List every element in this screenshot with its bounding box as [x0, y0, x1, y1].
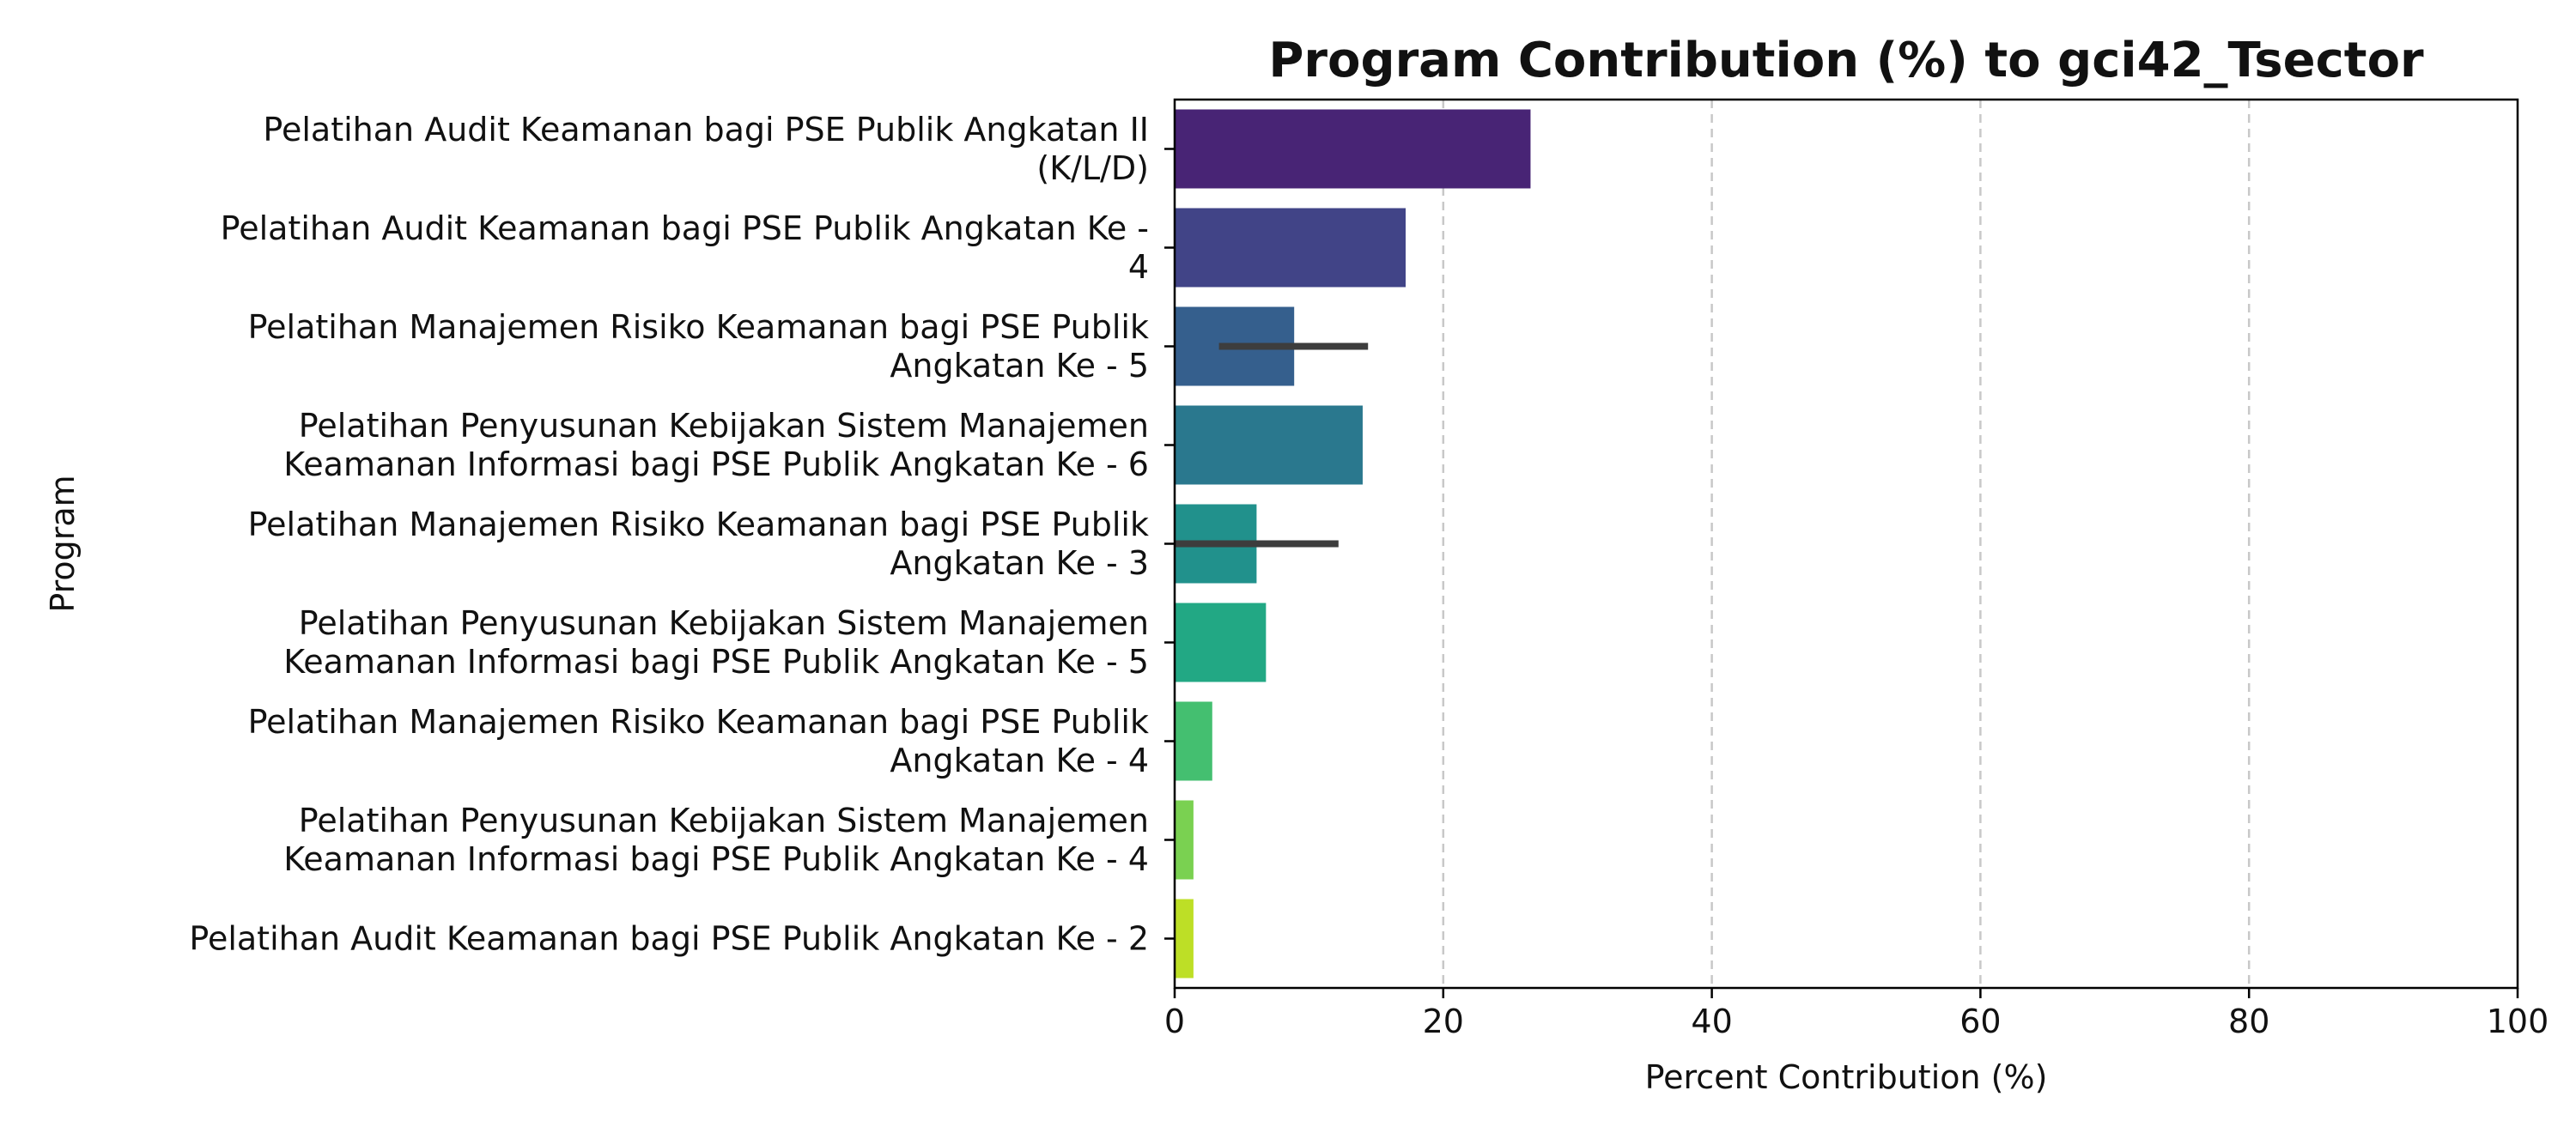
y-tick-label: Pelatihan Manajemen Risiko Keamanan bagi… — [248, 703, 1149, 779]
y-tick-label: Pelatihan Penyusunan Kebijakan Sistem Ma… — [283, 604, 1149, 681]
error-bars — [1175, 342, 1369, 548]
y-tick-label: Pelatihan Audit Keamanan bagi PSE Publik… — [221, 209, 1149, 286]
x-tick-label: 60 — [1959, 1003, 2001, 1040]
bar — [1175, 800, 1194, 880]
y-axis-label: Program — [44, 475, 82, 612]
x-tick-label: 40 — [1691, 1003, 1732, 1040]
x-tick-label: 80 — [2228, 1003, 2269, 1040]
y-tick-label: Pelatihan Audit Keamanan bagi PSE Publik… — [263, 111, 1149, 187]
y-tick-label-line: Angkatan Ke - 5 — [890, 347, 1149, 385]
y-tick-label-line: Pelatihan Manajemen Risiko Keamanan bagi… — [248, 506, 1149, 543]
bar — [1175, 899, 1194, 978]
y-tick-label: Pelatihan Penyusunan Kebijakan Sistem Ma… — [283, 407, 1149, 483]
grid — [1442, 100, 2251, 988]
x-tick-label: 20 — [1423, 1003, 1464, 1040]
y-tick-label-line: Pelatihan Penyusunan Kebijakan Sistem Ma… — [299, 802, 1149, 839]
y-tick-label: Pelatihan Penyusunan Kebijakan Sistem Ma… — [283, 802, 1149, 878]
y-tick-label-line: Keamanan Informasi bagi PSE Publik Angka… — [283, 643, 1149, 681]
axes: 0 20 40 60 80 100 Pelatihan Audit Keamanan bag… — [189, 98, 2549, 1040]
y-tick-label-line: (K/L/D) — [1036, 149, 1149, 187]
y-tick-label-line: Keamanan Informasi bagi PSE Publik Angka… — [283, 840, 1149, 878]
bar — [1175, 109, 1531, 189]
y-tick-label-line: Pelatihan Penyusunan Kebijakan Sistem Ma… — [299, 407, 1149, 445]
y-tick-label-line: Pelatihan Manajemen Risiko Keamanan bagi… — [248, 703, 1149, 741]
y-tick-label-line: Keamanan Informasi bagi PSE Publik Angka… — [283, 445, 1149, 483]
bar — [1175, 701, 1212, 781]
y-tick-label-line: 4 — [1128, 248, 1149, 286]
y-tick-label-line: Angkatan Ke - 4 — [890, 742, 1149, 779]
y-tick-label-line: Pelatihan Manajemen Risiko Keamanan bagi… — [248, 308, 1149, 346]
y-tick-label-line: Angkatan Ke - 3 — [890, 544, 1149, 582]
y-tick-label: Pelatihan Manajemen Risiko Keamanan bagi… — [248, 506, 1149, 582]
y-tick-label: Pelatihan Manajemen Risiko Keamanan bagi… — [248, 308, 1149, 385]
y-tick-label-line: Pelatihan Audit Keamanan bagi PSE Publik… — [189, 920, 1149, 958]
bar — [1175, 208, 1406, 288]
bar — [1175, 405, 1363, 485]
y-tick-label: Pelatihan Audit Keamanan bagi PSE Publik… — [189, 920, 1149, 958]
y-tick-label-line: Pelatihan Audit Keamanan bagi PSE Publik… — [263, 111, 1149, 148]
chart-title: Program Contribution (%) to gci42_Tsecto… — [1268, 33, 2424, 88]
x-tick-label: 100 — [2487, 1003, 2549, 1040]
bar — [1175, 603, 1267, 682]
y-tick-label-line: Pelatihan Penyusunan Kebijakan Sistem Ma… — [299, 604, 1149, 642]
x-axis-label: Percent Contribution (%) — [1645, 1058, 2048, 1096]
x-tick-label: 0 — [1164, 1003, 1185, 1040]
y-tick-label-line: Pelatihan Audit Keamanan bagi PSE Publik… — [221, 209, 1149, 247]
